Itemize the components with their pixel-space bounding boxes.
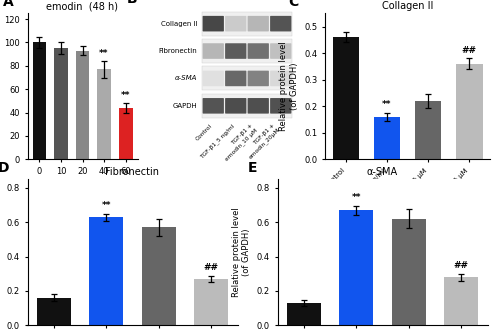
Bar — [287, 303, 321, 325]
Title: Fibronectin: Fibronectin — [106, 167, 160, 177]
FancyBboxPatch shape — [270, 98, 291, 114]
FancyBboxPatch shape — [202, 71, 224, 86]
Text: E: E — [248, 161, 258, 175]
Bar — [118, 108, 132, 159]
FancyBboxPatch shape — [248, 71, 269, 86]
FancyBboxPatch shape — [270, 71, 291, 86]
Bar — [392, 219, 426, 325]
Text: **: ** — [382, 100, 392, 109]
Y-axis label: Relative protein level
(of GAPDH): Relative protein level (of GAPDH) — [232, 208, 251, 297]
Text: ##: ## — [204, 263, 218, 272]
FancyBboxPatch shape — [202, 16, 224, 32]
Text: **: ** — [352, 193, 361, 202]
FancyBboxPatch shape — [225, 43, 246, 59]
Text: ##: ## — [454, 261, 468, 270]
Text: TGF-β1 +
emodin_10 μM: TGF-β1 + emodin_10 μM — [220, 123, 258, 162]
Y-axis label: Relative protein level
(of GAPDH): Relative protein level (of GAPDH) — [0, 208, 1, 297]
Bar — [32, 42, 46, 159]
Y-axis label: Relative protein level
(of GAPDH): Relative protein level (of GAPDH) — [279, 42, 298, 131]
FancyBboxPatch shape — [248, 43, 269, 59]
Title: emodin  (48 h): emodin (48 h) — [46, 1, 118, 11]
Bar — [332, 37, 359, 159]
FancyBboxPatch shape — [202, 43, 224, 59]
Bar — [414, 101, 442, 159]
Bar — [456, 64, 482, 159]
Title: Collagen II: Collagen II — [382, 1, 433, 11]
Bar — [54, 48, 68, 159]
FancyBboxPatch shape — [248, 16, 269, 32]
Title: α-SMA: α-SMA — [367, 167, 398, 177]
Text: D: D — [0, 161, 10, 175]
Text: B: B — [127, 0, 138, 6]
Bar — [194, 279, 228, 325]
FancyBboxPatch shape — [225, 16, 246, 32]
Bar — [90, 217, 124, 325]
Text: ##: ## — [462, 46, 476, 55]
Bar — [76, 51, 90, 159]
FancyBboxPatch shape — [270, 43, 291, 59]
Text: α-SMA: α-SMA — [175, 75, 198, 81]
Bar — [340, 210, 374, 325]
Text: C: C — [288, 0, 299, 9]
Bar — [202, 39, 292, 63]
FancyBboxPatch shape — [248, 98, 269, 114]
Bar — [374, 117, 400, 159]
Bar — [97, 69, 111, 159]
Text: Collagen II: Collagen II — [161, 21, 198, 27]
Bar — [444, 277, 478, 325]
FancyBboxPatch shape — [270, 16, 291, 32]
Text: GAPDH: GAPDH — [173, 103, 198, 109]
Text: Control: Control — [195, 123, 213, 141]
Bar — [202, 66, 292, 90]
Bar — [37, 298, 71, 325]
FancyBboxPatch shape — [225, 98, 246, 114]
Text: A: A — [4, 0, 14, 9]
FancyBboxPatch shape — [202, 98, 224, 114]
X-axis label: Concentration (μM): Concentration (μM) — [38, 182, 126, 191]
Text: **: ** — [102, 201, 111, 210]
Text: TGF-β1 +
emodin_20μM: TGF-β1 + emodin_20μM — [244, 123, 281, 160]
Bar — [202, 12, 292, 36]
Bar — [202, 94, 292, 118]
FancyBboxPatch shape — [225, 71, 246, 86]
Text: Fibronectin: Fibronectin — [159, 48, 198, 54]
Text: TGF-β1_5 ng/ml: TGF-β1_5 ng/ml — [199, 123, 236, 160]
Bar — [142, 227, 176, 325]
Text: **: ** — [100, 49, 109, 58]
Text: **: ** — [121, 91, 130, 100]
